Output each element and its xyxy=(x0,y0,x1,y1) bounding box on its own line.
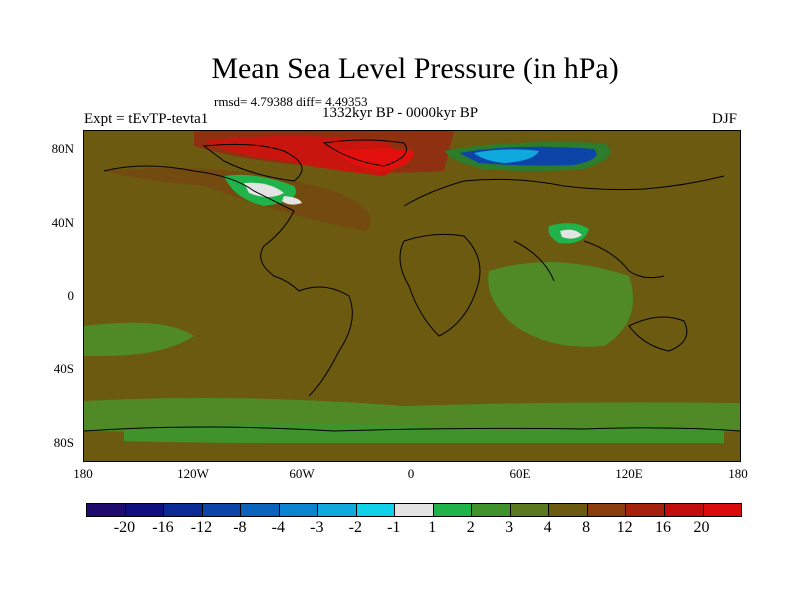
greenland-high-core xyxy=(204,136,399,176)
south-pacific-field xyxy=(84,322,194,356)
colorbar-label: -8 xyxy=(233,519,247,536)
colorbar-label: -20 xyxy=(113,519,136,536)
tibet-low-core xyxy=(560,229,582,239)
colorbar-label: 8 xyxy=(582,519,591,536)
season-label: DJF xyxy=(712,111,738,127)
colorbar-label: 16 xyxy=(655,519,672,536)
colorbar-box xyxy=(356,504,396,516)
x-tick-label: 120E xyxy=(615,466,643,481)
colorbar xyxy=(86,503,742,517)
indian-ocean-field xyxy=(488,262,634,347)
y-tick-label: 0 xyxy=(67,288,75,303)
greenland-peak xyxy=(334,148,414,171)
y-tick-label: 40N xyxy=(51,215,74,230)
eurasia-low-core xyxy=(474,149,539,163)
period-label: 1332kyr BP - 0000kyr BP xyxy=(322,105,479,121)
colorbar-box xyxy=(87,504,126,516)
y-tick-label: 80N xyxy=(51,141,74,156)
colorbar-box xyxy=(664,504,704,516)
colorbar-box xyxy=(626,504,665,516)
x-tick-label: 180 xyxy=(73,466,93,481)
colorbar-box xyxy=(202,504,242,516)
colorbar-box xyxy=(125,504,165,516)
colorbar-label: -1 xyxy=(387,519,401,536)
colorbar-label: 20 xyxy=(693,519,710,536)
x-tick-label: 60E xyxy=(509,466,531,481)
colorbar-label: -2 xyxy=(348,519,362,536)
colorbar-box xyxy=(472,504,511,516)
stats-text: rmsd= 4.79388 diff= 4.49353 xyxy=(214,94,368,109)
colorbar-label: 1 xyxy=(428,519,437,536)
coastlines xyxy=(84,139,740,432)
labrador-low-core xyxy=(282,196,302,205)
colorbar-box xyxy=(433,504,473,516)
y-tick-label: 40S xyxy=(53,361,74,376)
colorbar-box xyxy=(510,504,550,516)
colorbar-box xyxy=(241,504,280,516)
colorbar-box xyxy=(318,504,357,516)
colorbar-box xyxy=(395,504,434,516)
x-tick-label: 180 xyxy=(728,466,748,481)
north-atlantic-high xyxy=(104,167,371,231)
colorbar-box xyxy=(549,504,588,516)
colorbar-box xyxy=(703,504,742,516)
colorbar-label: -12 xyxy=(190,519,213,536)
colorbar-label: 2 xyxy=(466,519,475,536)
colorbar-label: -4 xyxy=(271,519,285,536)
map-svg xyxy=(84,131,740,461)
x-tick-label: 60W xyxy=(289,466,315,481)
x-tick-label: 0 xyxy=(407,466,415,481)
colorbar-label: -16 xyxy=(152,519,174,536)
chart-title: Mean Sea Level Pressure (in hPa) xyxy=(211,52,619,85)
canada-low-core xyxy=(244,182,284,197)
x-tick-label: 120W xyxy=(177,466,209,481)
colorbar-box xyxy=(279,504,319,516)
map-panel xyxy=(83,130,741,462)
colorbar-label: -3 xyxy=(310,519,324,536)
colorbar-box xyxy=(587,504,627,516)
y-tick-label: 80S xyxy=(53,435,74,450)
experiment-label: Expt = tEvTP-tevta1 xyxy=(84,111,209,127)
colorbar-label: 4 xyxy=(543,519,552,536)
colorbar-label: 12 xyxy=(616,519,633,536)
colorbar-label: 3 xyxy=(505,519,514,536)
colorbar-box xyxy=(164,504,203,516)
